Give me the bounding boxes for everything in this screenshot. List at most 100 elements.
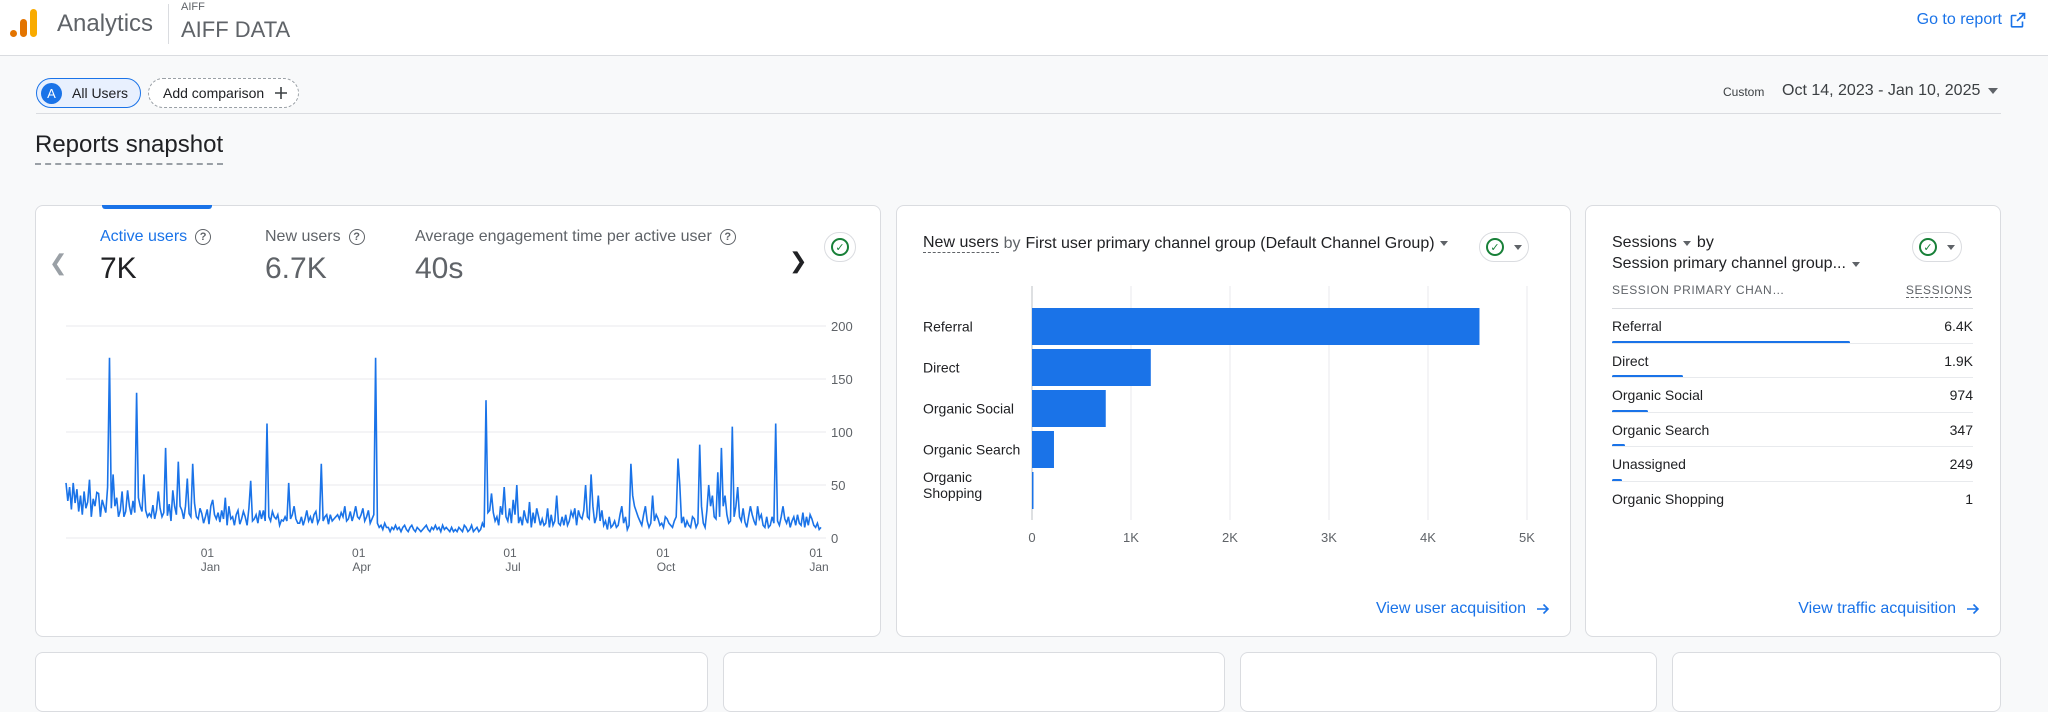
table-row[interactable]: Referral 6.4K bbox=[1612, 308, 1973, 344]
y-tick-label: 100 bbox=[831, 425, 853, 440]
bar[interactable] bbox=[1032, 472, 1034, 509]
arrow-right-icon bbox=[1537, 603, 1550, 615]
x-tick-label: 0 bbox=[1028, 530, 1035, 545]
row-name: Referral bbox=[1612, 318, 1662, 334]
row-bar bbox=[1612, 478, 1622, 482]
arrow-right-icon bbox=[1967, 603, 1980, 615]
open-in-new-icon bbox=[2010, 12, 2026, 28]
title-metric[interactable]: Sessions bbox=[1612, 234, 1677, 251]
metric-tab-new-users[interactable]: New users? 6.7K bbox=[265, 228, 365, 286]
segment-label: All Users bbox=[72, 85, 129, 101]
insights-check-button[interactable]: ✓ bbox=[1479, 232, 1529, 262]
table-row[interactable]: Organic Social 974 bbox=[1612, 377, 1973, 413]
row-bar bbox=[1612, 409, 1649, 413]
report-card bbox=[35, 652, 708, 712]
row-name: Organic Social bbox=[1612, 387, 1704, 403]
chevron-right-icon[interactable]: ❯ bbox=[789, 248, 808, 273]
category-label: Organic bbox=[923, 469, 972, 485]
category-label: Organic Social bbox=[923, 401, 1014, 417]
metric-caret-icon[interactable] bbox=[1682, 240, 1691, 246]
go-to-report-label: Go to report bbox=[1916, 11, 2002, 28]
insights-check-button[interactable]: ✓ bbox=[1912, 232, 1962, 262]
date-range-picker[interactable]: Oct 14, 2023 - Jan 10, 2025 bbox=[1782, 82, 1981, 99]
bar[interactable] bbox=[1032, 308, 1480, 345]
metric-value: 40s bbox=[415, 252, 464, 285]
column-header-sessions[interactable]: SESSIONS bbox=[1905, 283, 1972, 298]
title-by: by bbox=[1696, 234, 1714, 251]
x-tick-label: 5K bbox=[1519, 530, 1535, 545]
title-dimension[interactable]: First user primary channel group (Defaul… bbox=[1025, 234, 1435, 252]
bar[interactable] bbox=[1032, 431, 1054, 468]
caret-down-icon bbox=[1514, 244, 1522, 250]
segment-avatar: A bbox=[41, 82, 62, 104]
row-value: 249 bbox=[1949, 456, 1973, 472]
report-card bbox=[1240, 652, 1657, 712]
toolbar-divider bbox=[36, 113, 2001, 114]
property-account[interactable]: AIFF bbox=[181, 1, 205, 13]
row-name: Organic Shopping bbox=[1612, 490, 1725, 507]
dimension-caret-icon[interactable] bbox=[1439, 241, 1448, 246]
x-tick-label: 4K bbox=[1420, 530, 1436, 545]
column-header-dimension[interactable]: SESSION PRIMARY CHAN… bbox=[1612, 283, 1785, 297]
header-divider bbox=[168, 4, 169, 44]
x-tick-day: 01 bbox=[656, 546, 670, 560]
app-name: Analytics bbox=[57, 10, 154, 37]
category-label: Shopping bbox=[923, 485, 982, 501]
x-tick-label: 3K bbox=[1321, 530, 1337, 545]
insights-check-button[interactable]: ✓ bbox=[824, 232, 856, 262]
plus-icon bbox=[275, 87, 288, 99]
y-tick-label: 150 bbox=[831, 372, 853, 387]
segment-chip-all-users[interactable]: A All Users bbox=[36, 78, 142, 108]
row-name: Unassigned bbox=[1612, 456, 1686, 472]
row-bar bbox=[1612, 375, 1683, 378]
metric-value: 7K bbox=[100, 252, 137, 285]
x-tick-month: Jan bbox=[201, 560, 220, 574]
help-icon[interactable]: ? bbox=[348, 229, 365, 245]
dimension-caret-icon[interactable] bbox=[1851, 261, 1860, 267]
title-dimension[interactable]: Session primary channel group... bbox=[1612, 255, 1846, 272]
table-row[interactable]: Organic Search 347 bbox=[1612, 411, 1973, 447]
metric-tab-active-users[interactable]: Active users? 7K bbox=[100, 228, 212, 286]
help-icon[interactable]: ? bbox=[195, 229, 212, 245]
x-tick-label: 2K bbox=[1222, 530, 1238, 545]
caret-down-icon bbox=[1947, 244, 1955, 250]
active-users-series-line[interactable] bbox=[65, 357, 822, 534]
caret-down-icon[interactable] bbox=[1988, 88, 1998, 94]
table-row[interactable]: Unassigned 249 bbox=[1612, 446, 1973, 482]
title-metric[interactable]: New users bbox=[923, 234, 999, 253]
x-tick-day: 01 bbox=[201, 546, 215, 560]
row-bar bbox=[1612, 444, 1625, 447]
category-label: Organic Search bbox=[923, 442, 1020, 458]
view-link-label: View traffic acquisition bbox=[1798, 600, 1956, 617]
x-tick-month: Jul bbox=[505, 560, 520, 574]
x-tick-month: Apr bbox=[352, 560, 371, 574]
channel-bar-chart: 0 1K 2K 3K 4K 5K Referral Direct Organic Social O… bbox=[923, 286, 1535, 545]
go-to-report-link[interactable]: Go to report bbox=[1917, 11, 2026, 29]
check-circle-icon: ✓ bbox=[831, 238, 849, 256]
view-traffic-acquisition-link[interactable]: View traffic acquisition bbox=[1798, 600, 1980, 618]
view-link-label: View user acquisition bbox=[1375, 600, 1526, 617]
metric-value: 6.7K bbox=[265, 252, 327, 285]
bar[interactable] bbox=[1032, 390, 1106, 427]
metric-tab-avg-engagement[interactable]: Average engagement time per active user?… bbox=[415, 228, 736, 286]
property-name[interactable]: AIFF DATA bbox=[181, 17, 291, 42]
bar[interactable] bbox=[1032, 349, 1151, 386]
help-icon[interactable]: ? bbox=[719, 229, 736, 245]
row-value: 347 bbox=[1949, 421, 1973, 438]
row-bar bbox=[1612, 340, 1850, 344]
add-comparison-label: Add comparison bbox=[163, 85, 265, 101]
title-by: by bbox=[1003, 234, 1021, 252]
metric-label: Active users bbox=[100, 228, 188, 245]
add-comparison-button[interactable]: Add comparison bbox=[148, 78, 300, 108]
table-row[interactable]: Organic Shopping 1 bbox=[1612, 480, 1973, 516]
view-user-acquisition-link[interactable]: View user acquisition bbox=[1376, 600, 1550, 618]
report-card bbox=[1672, 652, 2001, 712]
metric-label: New users bbox=[265, 228, 341, 245]
card-title-line1: Sessions by bbox=[1612, 234, 1714, 252]
table-row[interactable]: Direct 1.9K bbox=[1612, 342, 1973, 378]
row-name: Organic Search bbox=[1612, 421, 1710, 438]
row-name: Direct bbox=[1612, 352, 1649, 369]
chevron-left-icon[interactable]: ❮ bbox=[49, 250, 68, 275]
analytics-logo-icon[interactable] bbox=[8, 7, 40, 39]
